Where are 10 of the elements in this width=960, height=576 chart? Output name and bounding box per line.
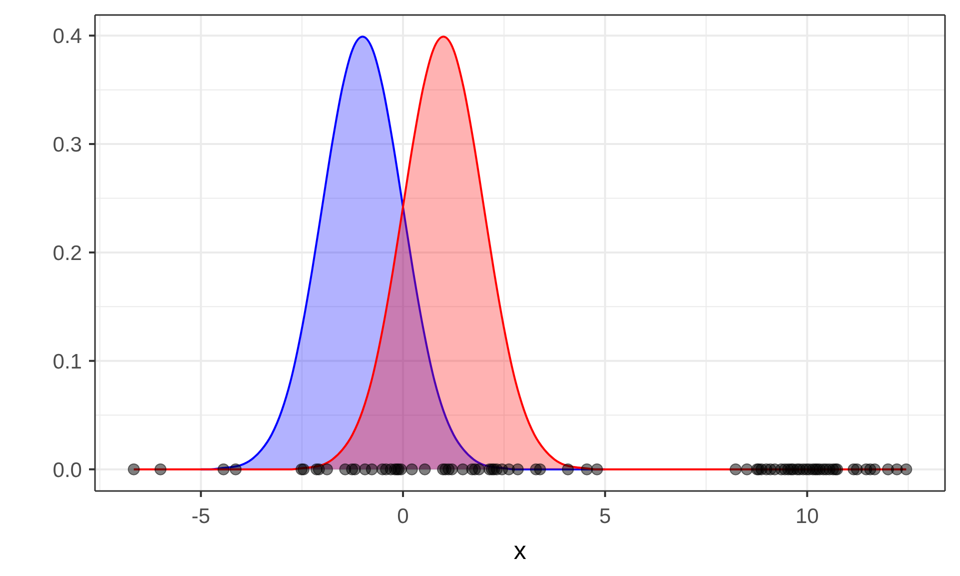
x-tick-label: 5: [599, 504, 611, 528]
y-tick-label: 0.2: [52, 242, 82, 265]
x-axis-title: x: [514, 537, 527, 565]
y-tick-label: 0.0: [52, 458, 82, 482]
y-tick-label: 0.3: [52, 133, 82, 156]
x-tick-label: 0: [397, 504, 409, 528]
x-tick-label: 10: [795, 504, 819, 528]
y-tick-label: 0.1: [52, 350, 82, 374]
y-tick-label: 0.4: [52, 25, 82, 48]
x-tick-label: -5: [192, 504, 210, 528]
